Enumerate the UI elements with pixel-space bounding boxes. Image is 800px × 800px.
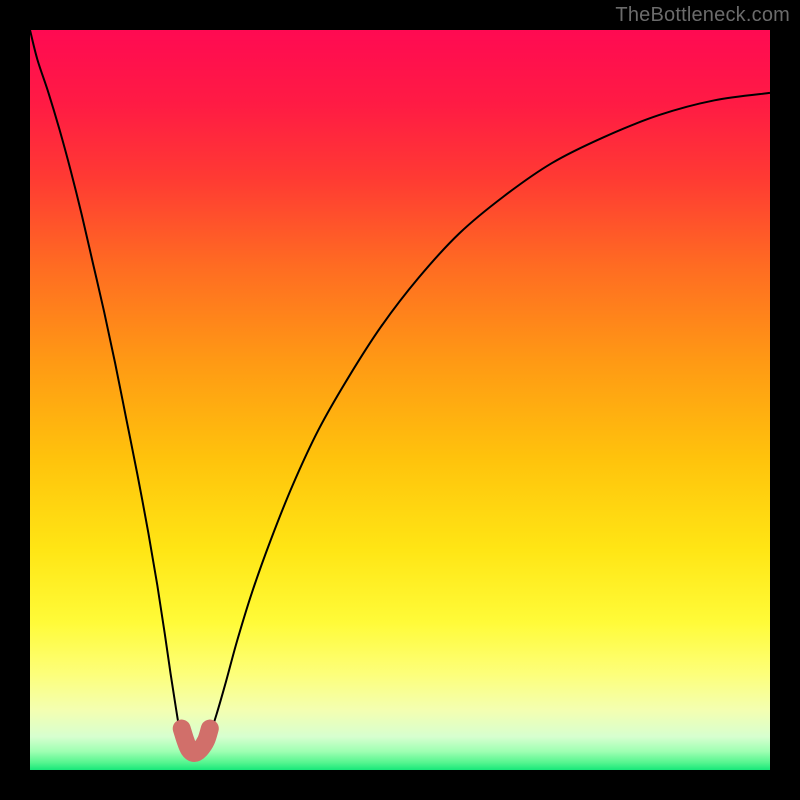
plot-background — [30, 30, 770, 770]
watermark-label: TheBottleneck.com — [615, 4, 790, 27]
chart-canvas: TheBottleneck.com — [0, 0, 800, 800]
bottleneck-chart — [0, 0, 800, 800]
